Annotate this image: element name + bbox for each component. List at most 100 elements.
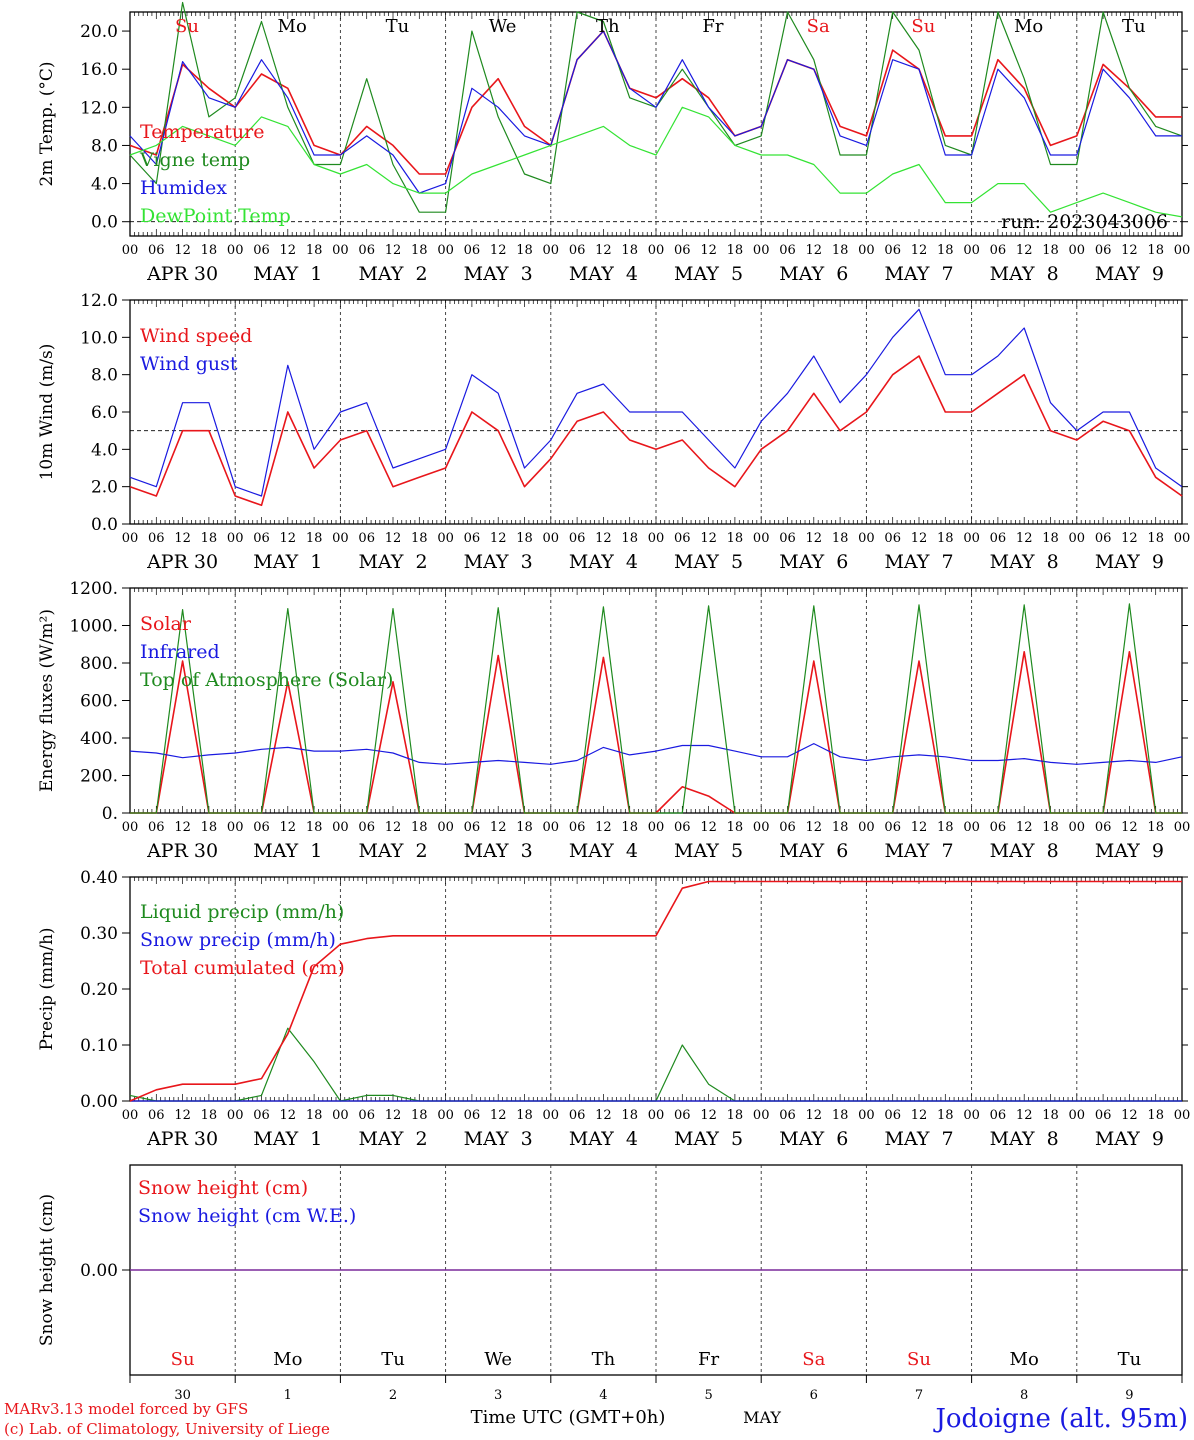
hour-tick-label: 00 (963, 1108, 980, 1123)
hour-tick-label: 00 (543, 531, 560, 546)
plot-frame (129, 587, 1183, 814)
hour-tick-label: 12 (1121, 1108, 1138, 1123)
hour-tick-label: 18 (306, 1108, 323, 1123)
hour-tick-label: 12 (911, 531, 928, 546)
hour-tick-label: 18 (832, 820, 849, 835)
hour-tick-label: 00 (332, 531, 349, 546)
hour-tick-label: 18 (411, 1108, 428, 1123)
y-tick-label: 0.30 (80, 924, 118, 944)
date-label: MAY 5 (674, 840, 743, 862)
hour-tick-label: 06 (253, 243, 270, 258)
y-tick-label: 8.0 (91, 366, 118, 386)
legend-entry: Snow height (cm) (138, 1177, 308, 1199)
hour-tick-label: 12 (1016, 243, 1033, 258)
hour-tick-label: 12 (806, 1108, 823, 1123)
legend-entry: Liquid precip (mm/h) (140, 901, 344, 923)
legend-entry: Humidex (140, 177, 227, 199)
y-tick-label: 0.0 (91, 213, 118, 233)
hour-tick-label: 00 (543, 1108, 560, 1123)
hour-tick-label: 00 (332, 243, 349, 258)
hour-tick-label: 06 (464, 243, 481, 258)
hour-tick-label: 18 (1042, 1108, 1059, 1123)
hour-tick-label: 18 (516, 1108, 533, 1123)
date-number: 8 (1020, 1388, 1028, 1403)
hour-tick-label: 06 (674, 820, 691, 835)
hour-tick-label: 18 (1147, 243, 1164, 258)
hour-tick-label: 18 (1042, 531, 1059, 546)
hour-tick-label: 06 (569, 820, 586, 835)
y-tick-label: 12.0 (80, 291, 118, 311)
y-tick-label: 0.0 (91, 515, 118, 535)
date-label: MAY 3 (464, 263, 533, 285)
hour-tick-label: 06 (1095, 531, 1112, 546)
date-label: MAY 4 (569, 1128, 638, 1150)
legend-entry: Wind speed (140, 325, 252, 347)
hour-tick-label: 00 (753, 1108, 770, 1123)
day-label: Sa (802, 1349, 825, 1370)
hour-tick-label: 18 (621, 243, 638, 258)
y-tick-label: 12.0 (80, 98, 118, 118)
date-number: 4 (599, 1388, 607, 1403)
hour-tick-label: 00 (437, 531, 454, 546)
hour-tick-label: 18 (306, 531, 323, 546)
hour-tick-label: 00 (332, 1108, 349, 1123)
date-label: MAY 4 (569, 263, 638, 285)
series-line-wind-speed (129, 355, 1183, 507)
hour-tick-label: 12 (1016, 1108, 1033, 1123)
day-label: Sa (807, 16, 830, 37)
y-axis-label: Energy fluxes (W/m²) (37, 609, 57, 792)
y-tick-label: 8.0 (91, 136, 118, 156)
y-tick-label: 2.0 (91, 478, 118, 498)
date-number: 2 (389, 1388, 397, 1403)
day-label: Tu (386, 16, 410, 37)
date-label: MAY 1 (253, 1128, 322, 1150)
y-tick-label: 0.10 (80, 1036, 118, 1056)
date-number: 1 (284, 1388, 292, 1403)
hour-tick-label: 18 (832, 1108, 849, 1123)
hour-tick-label: 06 (990, 1108, 1007, 1123)
day-label: Fr (702, 16, 723, 37)
y-tick-label: 10.0 (80, 328, 118, 348)
day-label: Th (592, 1349, 616, 1370)
hour-tick-label: 18 (306, 243, 323, 258)
hour-tick-label: 18 (937, 243, 954, 258)
date-label: MAY 9 (1095, 263, 1164, 285)
date-number: 6 (810, 1388, 818, 1403)
day-label: Tu (1122, 16, 1146, 37)
hour-tick-label: 00 (648, 820, 665, 835)
y-tick-label: 6.0 (91, 403, 118, 423)
legend-entry: Snow precip (mm/h) (140, 929, 336, 951)
panel-1: 0.0 4.0 8.0 12.0 16.0 20.0 2m Temp. (°C) Temper… (37, 1, 1190, 285)
legend-entry: DewPoint Temp (140, 205, 291, 227)
hour-tick-label: 12 (280, 1108, 297, 1123)
hour-tick-label: 06 (990, 820, 1007, 835)
date-label: MAY 1 (253, 263, 322, 285)
hour-tick-label: 00 (648, 1108, 665, 1123)
model-credit: MARv3.13 model forced by GFS (4, 1400, 248, 1418)
series-line-humidex (129, 30, 1182, 194)
hour-tick-label: 00 (858, 531, 875, 546)
hour-tick-label: 18 (516, 820, 533, 835)
hour-tick-label: 18 (1042, 243, 1059, 258)
date-label: MAY 6 (779, 551, 848, 573)
hour-tick-label: 06 (990, 243, 1007, 258)
y-tick-label: 800. (80, 654, 118, 674)
hour-tick-label: 06 (884, 243, 901, 258)
y-tick-label: 1000. (69, 617, 118, 637)
series-line-temperature (129, 30, 1182, 175)
hour-tick-label: 12 (1121, 243, 1138, 258)
hour-tick-label: 18 (832, 243, 849, 258)
date-number: 3 (494, 1388, 502, 1403)
hour-tick-label: 06 (990, 531, 1007, 546)
hour-tick-label: 18 (727, 820, 744, 835)
hour-tick-label: 06 (358, 820, 375, 835)
hour-tick-label: 18 (621, 531, 638, 546)
day-label: Su (175, 16, 199, 37)
day-label: We (489, 16, 517, 37)
y-tick-label: 4.0 (91, 175, 118, 195)
hour-tick-label: 18 (306, 820, 323, 835)
hour-tick-label: 12 (490, 243, 507, 258)
hour-tick-label: 06 (148, 820, 165, 835)
hour-tick-label: 12 (490, 820, 507, 835)
hour-tick-label: 18 (201, 1108, 218, 1123)
